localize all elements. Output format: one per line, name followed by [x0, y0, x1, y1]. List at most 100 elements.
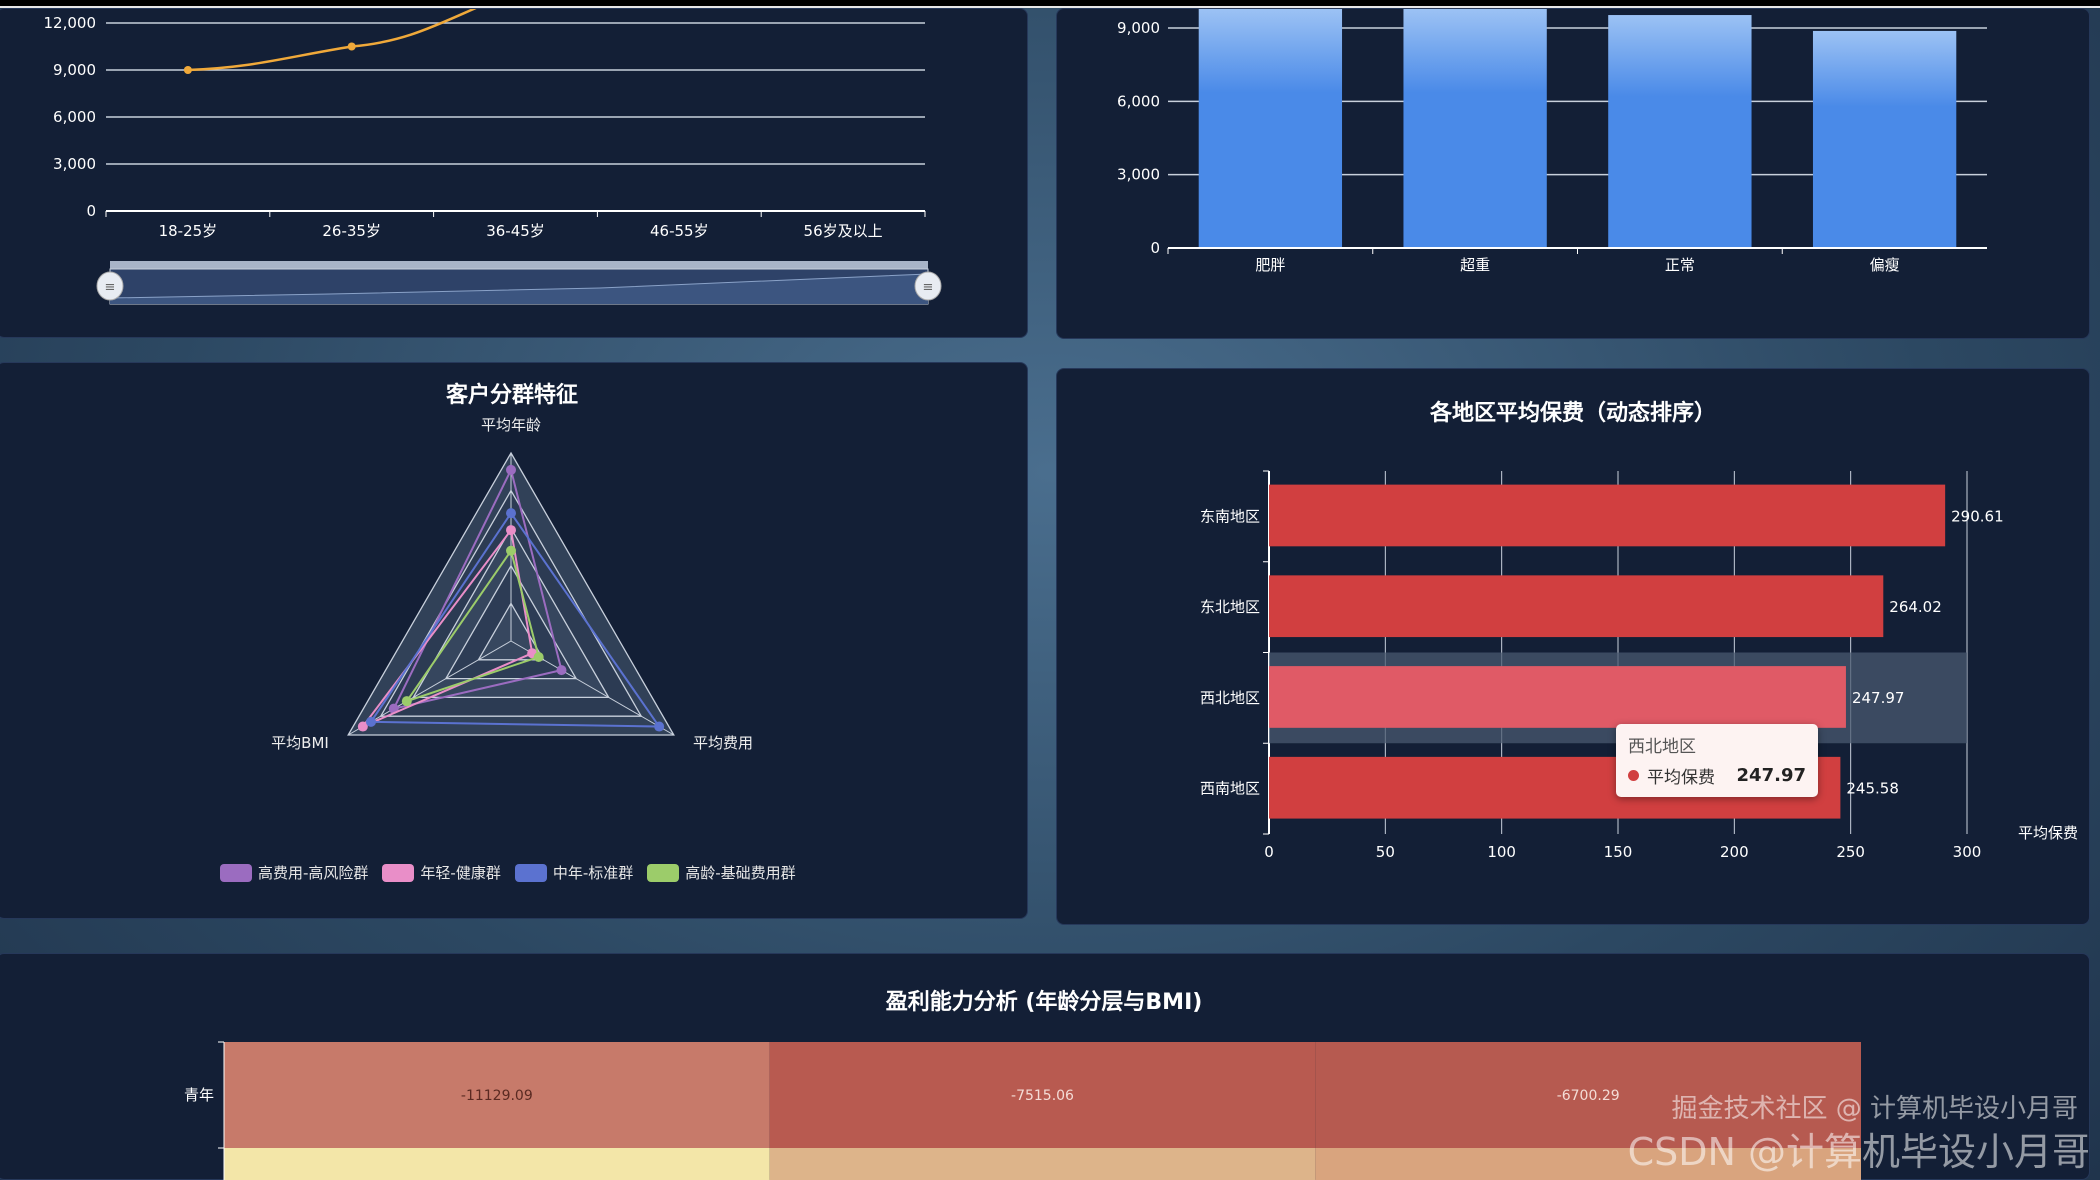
x-tick-label: 18-25岁 — [159, 222, 218, 240]
x-tick-label: 300 — [1953, 843, 1982, 861]
x-tick-label: 200 — [1720, 843, 1749, 861]
y-tick-label: 东南地区 — [1200, 507, 1260, 525]
legend-item[interactable]: 高费用-高风险群 — [220, 862, 368, 883]
heatmap-cell[interactable] — [1315, 1042, 1861, 1148]
legend-item[interactable]: 中年-标准群 — [514, 862, 634, 883]
y-tick-label: 0 — [86, 202, 96, 220]
heatmap-cell[interactable] — [769, 1148, 1316, 1180]
legend-label: 年轻-健康群 — [420, 864, 501, 882]
legend-swatch-icon — [514, 863, 547, 882]
radar-point[interactable] — [357, 721, 368, 732]
datazoom-handle-bar[interactable] — [110, 261, 928, 269]
datazoom-handle-grip: ≡ — [105, 280, 116, 295]
radar-point[interactable] — [506, 508, 516, 519]
bar[interactable] — [1812, 30, 1957, 248]
tooltip-value: 247.97 — [1736, 765, 1806, 786]
region-premium-panel: 各地区平均保费（动态排序） — [1056, 368, 2090, 925]
bar[interactable] — [1198, 9, 1343, 248]
y-tick-label: 西南地区 — [1200, 780, 1260, 798]
radar-point[interactable] — [506, 464, 516, 475]
radar-series-line — [369, 511, 662, 728]
y-tick-label: 3,000 — [1117, 166, 1160, 184]
datazoom-handle-icon[interactable] — [914, 271, 942, 301]
bar-value-label: 264.02 — [1889, 598, 1942, 616]
y-tick-label: 6,000 — [53, 108, 96, 126]
x-tick-label: 46-55岁 — [650, 222, 709, 240]
radar-point[interactable] — [556, 665, 567, 676]
heatmap-cell[interactable] — [224, 1148, 770, 1180]
radar-point[interactable] — [365, 716, 376, 727]
radar-point[interactable] — [654, 721, 665, 732]
y-tick-label: 3,000 — [53, 155, 96, 173]
top-bar — [0, 0, 2100, 8]
y-tick-label: 西北地区 — [1200, 689, 1260, 707]
x-tick-label: 0 — [1264, 843, 1274, 861]
tooltip-title: 西北地区 — [1628, 737, 1696, 757]
legend-label: 高龄-基础费用群 — [685, 864, 796, 882]
tooltip-series: 平均保费 — [1647, 768, 1715, 788]
x-tick-label: 36-45岁 — [486, 222, 545, 240]
radar-point[interactable] — [506, 545, 516, 556]
heatmap-cell[interactable] — [769, 1042, 1316, 1148]
x-tick-label: 正常 — [1665, 256, 1695, 274]
legend-swatch-icon — [220, 863, 252, 882]
x-tick-label: 150 — [1604, 843, 1633, 861]
radar-axis-label: 平均BMI — [271, 734, 329, 752]
bar[interactable] — [1403, 9, 1547, 248]
bar-value-label: 247.97 — [1852, 689, 1905, 707]
x-tick-label: 250 — [1836, 843, 1865, 861]
radar-axis — [347, 640, 512, 736]
x-tick-label: 偏瘦 — [1870, 256, 1900, 274]
radar-point[interactable] — [533, 651, 544, 662]
y-tick-label: 东北地区 — [1200, 598, 1260, 616]
legend-item[interactable]: 年轻-健康群 — [382, 862, 501, 883]
legend-swatch-icon — [647, 863, 680, 882]
x-tick-label: 26-35岁 — [322, 222, 381, 240]
heatmap-title: 盈利能力分析 (年龄分层与BMI) — [885, 990, 1203, 1015]
chart-tooltip: 西北地区 平均保费 247.97 — [1616, 724, 1818, 797]
legend-label: 中年-标准群 — [552, 864, 634, 882]
radar-point[interactable] — [506, 525, 516, 536]
datazoom-handle-icon[interactable] — [96, 271, 124, 301]
watermark-csdn: CSDN @计算机毕设小月哥 — [1627, 1130, 2090, 1174]
bar[interactable] — [1269, 666, 1846, 728]
x-axis-name: 平均保费 — [2018, 824, 2078, 842]
datazoom-preview-area — [110, 274, 928, 304]
datazoom-handle-grip: ≡ — [923, 280, 934, 295]
bar-value-label: 245.58 — [1846, 780, 1899, 798]
datazoom-preview-line — [109, 273, 929, 299]
radar-series-line — [391, 467, 563, 711]
legend-item[interactable]: 高龄-基础费用群 — [647, 862, 796, 883]
legend-swatch-icon — [382, 863, 415, 882]
bar[interactable] — [1608, 15, 1752, 248]
radar-point[interactable] — [401, 696, 412, 707]
data-point — [347, 42, 356, 51]
bar[interactable] — [1269, 575, 1884, 638]
radar-axis-label: 平均费用 — [693, 734, 753, 752]
series-dot-icon — [1628, 770, 1639, 781]
radar-axis-label: 平均年龄 — [481, 416, 541, 434]
x-tick-label: 肥胖 — [1255, 256, 1285, 274]
x-tick-label: 50 — [1376, 843, 1395, 861]
y-tick-label: 12,000 — [44, 14, 97, 32]
heatmap-cell-value: -7515.06 — [1011, 1088, 1074, 1104]
y-tick-label: 6,000 — [1117, 92, 1160, 110]
heatmap-cell[interactable] — [224, 1042, 770, 1148]
watermark-juejin: 掘金技术社区 @ 计算机毕设小月哥 — [1671, 1094, 2078, 1124]
radar-series-line — [404, 548, 540, 704]
radar-title: 客户分群特征 — [445, 383, 578, 408]
series-line — [187, 9, 477, 72]
y-tick-label: 9,000 — [1117, 19, 1160, 37]
heatmap-cell-value: -11129.09 — [461, 1088, 533, 1104]
legend-label: 高费用-高风险群 — [258, 864, 369, 882]
x-tick-label: 超重 — [1460, 256, 1490, 274]
data-point — [183, 66, 192, 74]
x-tick-label: 56岁及以上 — [804, 222, 883, 240]
y-tick-label: 青年 — [184, 1086, 214, 1104]
heatmap-cell-value: -6700.29 — [1557, 1088, 1620, 1104]
bar-value-label: 290.61 — [1951, 507, 2004, 525]
heatmap-cell[interactable] — [1315, 1148, 1861, 1180]
region-bar-title: 各地区平均保费（动态排序） — [1429, 401, 1716, 426]
bar[interactable] — [1269, 484, 1946, 547]
